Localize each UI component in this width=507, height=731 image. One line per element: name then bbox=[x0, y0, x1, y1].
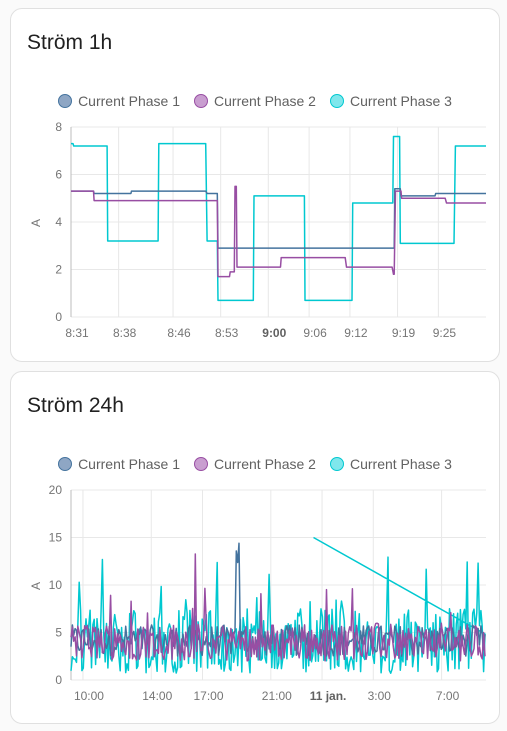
x-tick-label: 3:00 bbox=[368, 689, 392, 703]
y-tick-label: 5 bbox=[55, 626, 62, 640]
x-tick-label: 8:31 bbox=[65, 326, 89, 340]
y-tick-label: 10 bbox=[49, 578, 63, 592]
x-tick-label: 9:00 bbox=[262, 326, 286, 340]
legend-item-phase-2[interactable]: Current Phase 2 bbox=[194, 456, 316, 472]
series-line-phase-3[interactable] bbox=[71, 135, 486, 302]
x-tick-label: 11 jan. bbox=[310, 689, 347, 703]
legend-item-phase-3[interactable]: Current Phase 3 bbox=[329, 456, 452, 472]
legend-item-phase-2[interactable]: Current Phase 2 bbox=[194, 93, 316, 109]
x-tick-label: 8:46 bbox=[167, 326, 191, 340]
y-tick-label: 20 bbox=[49, 483, 63, 497]
x-tick-label: 7:00 bbox=[436, 689, 460, 703]
chart-card-1h: Ström 1h Current Phase 1 Current Phase 2… bbox=[10, 8, 500, 362]
chart-legend: Current Phase 1 Current Phase 2 Current … bbox=[11, 456, 499, 472]
x-tick-label: 9:12 bbox=[344, 326, 368, 340]
legend-item-phase-1[interactable]: Current Phase 1 bbox=[58, 456, 180, 472]
chart-24h-plot[interactable]: A 0 5 10 15 20 10:00 14:00 17:00 21:00 11 jan. 3:0… bbox=[11, 372, 501, 725]
y-tick-label: 8 bbox=[55, 120, 62, 134]
y-tick-label: 2 bbox=[55, 263, 62, 277]
legend-label: Current Phase 2 bbox=[214, 93, 316, 109]
x-tick-label: 8:53 bbox=[215, 326, 239, 340]
legend-swatch-phase-3 bbox=[329, 94, 344, 108]
series-line-phase-1[interactable] bbox=[71, 188, 486, 249]
x-tick-label: 8:38 bbox=[113, 326, 137, 340]
legend-label: Current Phase 1 bbox=[78, 93, 181, 109]
y-axis-title: A bbox=[29, 582, 43, 590]
x-tick-label: 9:19 bbox=[392, 326, 416, 340]
x-tick-label: 10:00 bbox=[74, 689, 104, 703]
y-axis-title: A bbox=[29, 219, 43, 227]
card-title: Ström 1h bbox=[27, 31, 113, 54]
legend-swatch-phase-1 bbox=[58, 94, 73, 108]
y-tick-label: 0 bbox=[55, 673, 62, 687]
y-tick-label: 6 bbox=[55, 168, 62, 182]
legend-item-phase-3[interactable]: Current Phase 3 bbox=[329, 93, 452, 109]
legend-swatch-phase-2 bbox=[194, 94, 209, 108]
x-tick-label: 14:00 bbox=[142, 689, 172, 703]
x-tick-label: 9:25 bbox=[433, 326, 457, 340]
series-line-phase-2[interactable] bbox=[71, 185, 486, 278]
legend-swatch-phase-3 bbox=[329, 457, 344, 471]
series-line-phase-2[interactable] bbox=[70, 553, 486, 662]
x-tick-label: 21:00 bbox=[262, 689, 292, 703]
chart-1h-plot[interactable]: A 0 2 4 6 8 8:31 8:38 8:46 8:53 9:00 9:06 9:12 9:19 9… bbox=[11, 9, 501, 363]
legend-label: Current Phase 3 bbox=[349, 93, 452, 109]
chart-legend: Current Phase 1 Current Phase 2 Current … bbox=[11, 93, 499, 109]
y-tick-label: 0 bbox=[55, 310, 62, 324]
legend-swatch-phase-2 bbox=[194, 457, 209, 471]
y-tick-label: 4 bbox=[55, 215, 62, 229]
legend-label: Current Phase 2 bbox=[214, 456, 316, 472]
x-tick-label: 9:06 bbox=[303, 326, 327, 340]
card-title: Ström 24h bbox=[27, 394, 124, 417]
chart-card-24h: Ström 24h Current Phase 1 Current Phase … bbox=[10, 371, 500, 724]
legend-swatch-phase-1 bbox=[58, 457, 73, 471]
legend-item-phase-1[interactable]: Current Phase 1 bbox=[58, 93, 180, 109]
y-tick-label: 15 bbox=[49, 531, 63, 545]
legend-label: Current Phase 3 bbox=[349, 456, 452, 472]
legend-label: Current Phase 1 bbox=[78, 456, 181, 472]
x-tick-label: 17:00 bbox=[193, 689, 223, 703]
